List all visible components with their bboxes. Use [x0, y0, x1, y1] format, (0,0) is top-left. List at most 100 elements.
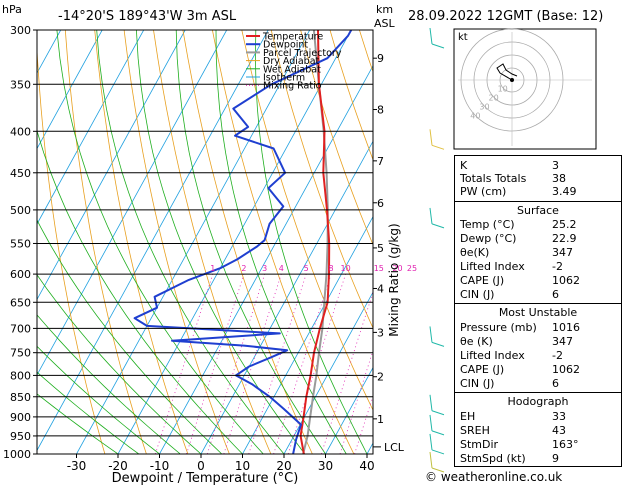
km-tick-label: 7	[377, 155, 384, 168]
wet-adiabat-line	[37, 219, 223, 454]
pressure-tick-label: 700	[10, 322, 31, 335]
stat-row: SREH 43	[460, 424, 566, 437]
pressure-tick-label: 900	[10, 411, 31, 424]
isotherm-line	[159, 64, 373, 454]
isotherm-line	[242, 215, 373, 454]
isotherm-line	[283, 291, 373, 454]
wet-adiabat-line	[37, 345, 160, 454]
legend-label: Dry Adiabat	[263, 56, 320, 67]
legend-label: Temperature	[262, 32, 323, 43]
dry-adiabat-line	[300, 30, 373, 246]
hodograph-stats-heading: Hodograph	[507, 395, 569, 408]
legend-label: Isotherm	[263, 73, 305, 84]
pressure-tick-label: 800	[10, 369, 31, 382]
stat-row: PW (cm) 3.49	[460, 185, 577, 198]
datetime-title: 28.09.2022 12GMT (Base: 12)	[408, 9, 603, 24]
location-title: -14°20'S 189°43'W 3m ASL	[58, 9, 237, 24]
stat-row: Temp (°C) 25.2	[460, 218, 577, 231]
pressure-tick-label: 750	[10, 347, 31, 360]
mixing-ratio-tick-label: 1	[210, 264, 215, 273]
wind-barb-flag	[431, 430, 445, 436]
wet-adiabat-line	[136, 30, 306, 454]
stat-row: Lifted Index -2	[460, 260, 563, 273]
x-tick-label: 10	[235, 459, 250, 473]
pressure-tick-label: 450	[10, 167, 31, 180]
most-unstable-heading: Most Unstable	[498, 306, 578, 319]
km-tick-label: 4	[377, 282, 384, 295]
wind-barb-staff	[429, 451, 433, 469]
hodograph-storm-motion	[510, 78, 514, 82]
km-tick-label: 1	[377, 413, 384, 426]
wind-barb-flag	[431, 223, 445, 229]
isotherm-line	[37, 30, 103, 150]
mixing-ratio-tick-label: 15	[374, 264, 384, 273]
legend-label: Parcel Trajectory	[263, 48, 342, 59]
dry-adiabat-line	[153, 30, 272, 454]
wind-barb-flag	[431, 467, 445, 473]
asl-label: ASL	[374, 17, 396, 30]
dry-adiabat-line	[624, 30, 629, 454]
mixing-ratio-tick-label: 8	[329, 264, 334, 273]
hodograph-trace	[496, 63, 518, 81]
stat-row: Lifted Index -2	[460, 349, 563, 362]
mixing-ratio-line	[354, 394, 373, 454]
wind-barb-staff	[429, 394, 433, 411]
isotherm-line	[37, 30, 228, 376]
mixing-ratio-tick-label: 3	[262, 264, 267, 273]
hodograph-unit-label: kt	[458, 32, 468, 43]
km-label: km	[376, 3, 393, 16]
x-tick-label: 30	[318, 459, 333, 473]
pressure-tick-label: 400	[10, 125, 31, 138]
stat-row: CAPE (J) 1062	[460, 363, 580, 376]
wet-adiabat-line	[37, 393, 119, 454]
pressure-tick-label: 1000	[3, 448, 31, 461]
hodograph-ring-label: 20	[489, 94, 499, 103]
mixing-ratio-tick-label: 2	[241, 264, 246, 273]
isotherm-line	[37, 30, 186, 301]
wind-barb-flag	[431, 43, 445, 49]
surface-heading: Surface	[517, 204, 559, 217]
stat-row: θe (K) 347	[460, 335, 573, 348]
wind-barb-staff	[429, 433, 433, 450]
x-tick-label: -30	[67, 459, 87, 473]
wind-barb-staff	[429, 129, 433, 146]
x-tick-label: 0	[197, 459, 205, 473]
wet-adiabat-line	[175, 30, 326, 454]
mixing-ratio-tick-label: 25	[407, 264, 417, 273]
x-tick-label: 20	[276, 459, 291, 473]
pressure-tick-label: 300	[10, 24, 31, 37]
wind-barb-flag	[431, 144, 445, 150]
dry-adiabat-line	[329, 30, 373, 161]
legend-label: Mixing Ratio	[263, 81, 322, 92]
stat-row: EH 33	[460, 410, 566, 423]
pressure-tick-label: 850	[10, 391, 31, 404]
wind-barbs	[429, 27, 445, 473]
pressure-tick-label: 550	[10, 237, 31, 250]
legend-label: Wet Adiabat	[263, 64, 321, 75]
wind-barb-flag	[431, 341, 445, 347]
stat-row: Pressure (mb) 1016	[460, 321, 580, 334]
dry-adiabat-line	[270, 30, 373, 329]
hodograph-ring-label: 30	[479, 103, 489, 112]
mixing-ratio-tick-label: 4	[279, 264, 284, 273]
lcl-label: LCL	[384, 441, 405, 454]
wet-adiabat-line	[254, 30, 368, 454]
mixing-ratio-axis-label: Mixing Ratio (g/kg)	[387, 223, 401, 336]
isotherm-line	[76, 30, 311, 454]
wind-barb-staff	[429, 414, 433, 431]
stat-row: Totals Totals 38	[460, 172, 566, 185]
wet-adiabat-line	[37, 371, 140, 454]
stat-row: CAPE (J) 1062	[460, 274, 580, 287]
pressure-tick-label: 500	[10, 204, 31, 217]
stat-row: Dewp (°C) 22.9	[460, 232, 577, 245]
stat-row: StmSpd (kt) 9	[460, 452, 559, 465]
km-tick-label: 8	[377, 104, 384, 117]
mixing-ratio-line	[320, 290, 373, 454]
km-tick-label: 2	[377, 371, 384, 384]
km-tick-label: 5	[377, 242, 384, 255]
isotherm-line	[325, 366, 373, 454]
